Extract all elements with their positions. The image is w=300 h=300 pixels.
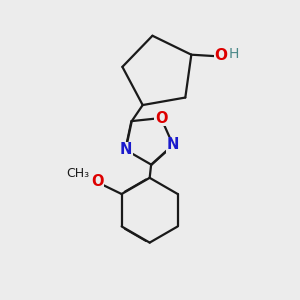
Text: O: O — [214, 48, 227, 63]
Text: H: H — [229, 47, 239, 61]
Text: CH₃: CH₃ — [67, 167, 90, 180]
Text: N: N — [119, 142, 132, 158]
Text: N: N — [167, 137, 179, 152]
Text: O: O — [91, 174, 103, 189]
Text: O: O — [155, 110, 167, 125]
